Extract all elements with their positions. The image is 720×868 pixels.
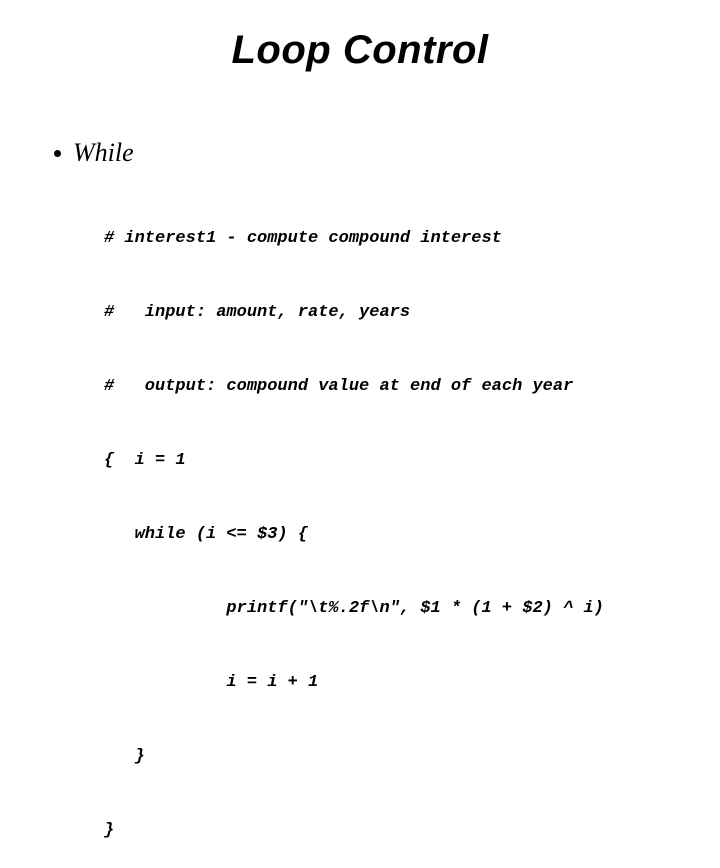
code-line: # output: compound value at end of each …: [104, 375, 604, 400]
bullet-dot-icon: [54, 150, 61, 157]
code-block: # interest1 - compute compound interest …: [104, 178, 604, 868]
code-line: }: [104, 819, 604, 844]
code-line: printf("\t%.2f\n", $1 * (1 + $2) ^ i): [104, 597, 604, 622]
code-line: }: [104, 745, 604, 770]
bullet-item: While: [54, 138, 134, 168]
code-line: # input: amount, rate, years: [104, 301, 604, 326]
bullet-label: While: [73, 138, 134, 168]
slide-title: Loop Control: [0, 28, 720, 73]
code-line: i = i + 1: [104, 671, 604, 696]
code-line: while (i <= $3) {: [104, 523, 604, 548]
code-line: # interest1 - compute compound interest: [104, 227, 604, 252]
code-line: { i = 1: [104, 449, 604, 474]
